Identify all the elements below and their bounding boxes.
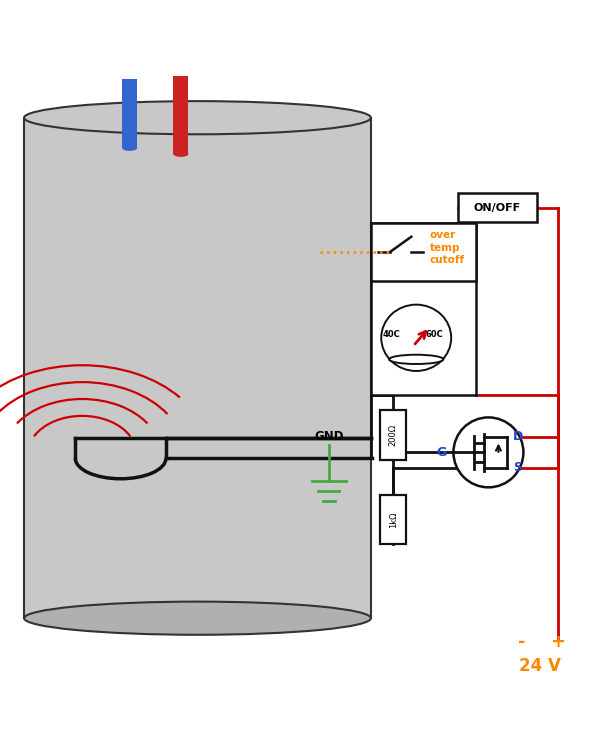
Text: ON/OFF: ON/OFF bbox=[474, 203, 521, 213]
Text: 40C: 40C bbox=[382, 330, 400, 339]
Text: 60C: 60C bbox=[426, 330, 443, 339]
Bar bbox=[122, 78, 137, 148]
Text: 200Ω: 200Ω bbox=[389, 424, 397, 446]
Ellipse shape bbox=[24, 101, 371, 134]
Bar bbox=[371, 223, 476, 280]
Ellipse shape bbox=[173, 151, 188, 157]
Ellipse shape bbox=[122, 145, 137, 151]
Ellipse shape bbox=[24, 602, 371, 635]
Bar bbox=[371, 223, 476, 395]
Ellipse shape bbox=[389, 354, 443, 364]
Ellipse shape bbox=[453, 418, 523, 487]
Bar bbox=[380, 410, 406, 460]
Text: D: D bbox=[513, 431, 523, 443]
Text: 1kΩ: 1kΩ bbox=[389, 511, 397, 528]
Text: G: G bbox=[437, 446, 447, 459]
Bar bbox=[380, 495, 406, 544]
Text: GND: GND bbox=[314, 431, 343, 443]
Text: 24 V: 24 V bbox=[519, 657, 561, 676]
Text: over
temp
cutoff: over temp cutoff bbox=[430, 230, 465, 265]
Bar bbox=[458, 193, 537, 222]
Text: -: - bbox=[518, 633, 525, 651]
Ellipse shape bbox=[381, 305, 451, 371]
Text: +: + bbox=[551, 633, 565, 651]
Text: S: S bbox=[513, 461, 522, 474]
Bar bbox=[24, 118, 371, 618]
Bar bbox=[173, 75, 188, 154]
